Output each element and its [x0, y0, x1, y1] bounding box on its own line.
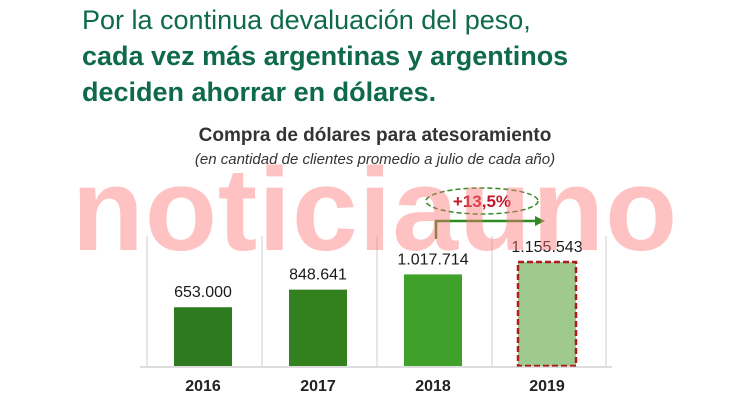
- value-label-2019: 1.155.543: [511, 239, 582, 256]
- headline-line-2: cada vez más argentinas y argentinos: [82, 41, 569, 71]
- headline-line-1: Por la continua devaluación del peso,: [82, 5, 531, 35]
- growth-arrow-line: [434, 219, 535, 239]
- x-tick-label-2017: 2017: [300, 378, 336, 395]
- bar-2018: [404, 274, 462, 366]
- growth-arrow-head: [535, 216, 545, 226]
- x-tick-label-2018: 2018: [415, 378, 451, 395]
- headline: Por la continua devaluación del peso, ca…: [82, 2, 742, 110]
- bar-2016: [174, 307, 232, 366]
- value-label-2016: 653.000: [174, 284, 232, 301]
- bar-2017: [289, 289, 347, 366]
- chart-subtitle: (en cantidad de clientes promedio a juli…: [194, 151, 556, 168]
- value-label-2018: 1.017.714: [397, 251, 468, 268]
- value-label-2017: 848.641: [289, 267, 347, 284]
- x-tick-label-2016: 2016: [185, 378, 221, 395]
- chart-title: Compra de dólares para atesoramiento: [198, 125, 552, 146]
- bar-2019: [516, 260, 578, 368]
- growth-annotation-ellipse: [425, 187, 539, 215]
- growth-annotation-label: +13,5%: [453, 192, 511, 211]
- x-tick-label-2019: 2019: [529, 378, 565, 395]
- headline-line-3: deciden ahorrar en dólares.: [82, 77, 437, 107]
